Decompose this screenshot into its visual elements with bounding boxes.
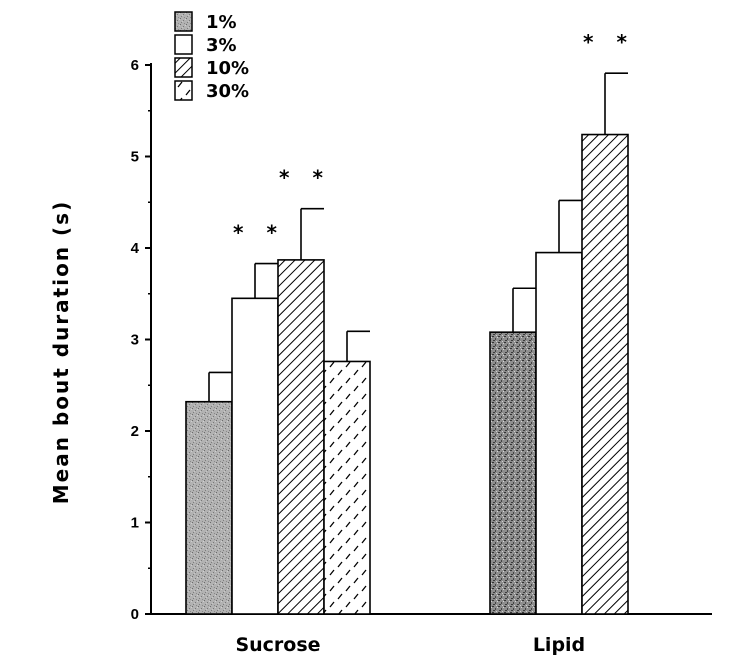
bars-layer bbox=[185, 133, 629, 615]
significance-marker: * * bbox=[583, 30, 635, 54]
significance-marker: * * bbox=[279, 166, 331, 190]
bar-10pct-sucrose bbox=[277, 259, 325, 615]
legend-swatch-10pct bbox=[174, 57, 193, 78]
x-axis: Sucrose Lipid bbox=[151, 613, 712, 656]
bar-3pct-sucrose bbox=[231, 297, 279, 615]
bar-1pct-sucrose bbox=[185, 400, 233, 615]
bar-30pct-sucrose bbox=[323, 360, 371, 615]
y-tick-label-4: 4 bbox=[131, 240, 140, 257]
error-bars-layer bbox=[208, 72, 628, 402]
legend-label-1pct: 1% bbox=[206, 12, 237, 33]
y-tick-label-0: 0 bbox=[131, 606, 139, 623]
significance-layer: * * * * * * bbox=[233, 30, 635, 245]
y-axis: 0 1 2 3 4 5 6 bbox=[131, 57, 152, 623]
y-tick-label-6: 6 bbox=[131, 57, 139, 74]
y-tick-label-1: 1 bbox=[131, 515, 139, 532]
legend-swatch-1pct bbox=[174, 11, 193, 32]
legend: 1%3%10%30% bbox=[174, 11, 249, 102]
y-tick-label-5: 5 bbox=[131, 149, 139, 166]
y-tick-label-3: 3 bbox=[131, 332, 139, 349]
y-tick-label-2: 2 bbox=[131, 423, 139, 440]
x-category-label: Lipid bbox=[533, 634, 585, 656]
y-axis-label: Mean bout duration (s) bbox=[49, 200, 73, 504]
bar-10pct-lipid bbox=[581, 133, 629, 615]
x-category-label: Sucrose bbox=[235, 634, 320, 656]
bar-3pct-lipid bbox=[535, 251, 583, 615]
legend-swatch-3pct bbox=[174, 34, 193, 55]
significance-marker: * * bbox=[233, 221, 285, 245]
legend-label-3pct: 3% bbox=[206, 35, 237, 56]
legend-label-30pct: 30% bbox=[206, 81, 249, 102]
bar-1pct-lipid bbox=[489, 331, 537, 615]
legend-swatch-30pct bbox=[174, 80, 193, 101]
legend-label-10pct: 10% bbox=[206, 58, 249, 79]
